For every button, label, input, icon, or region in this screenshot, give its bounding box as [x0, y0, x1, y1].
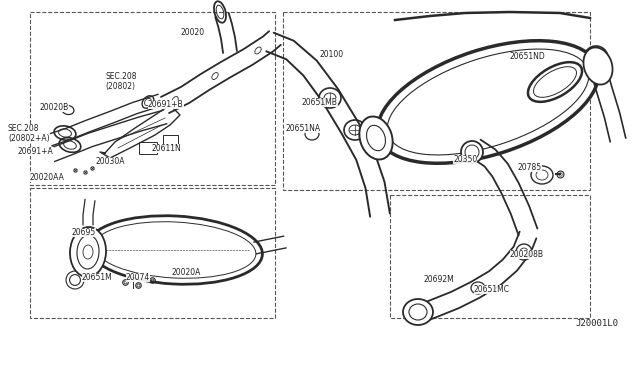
Text: 20691+B: 20691+B	[148, 100, 184, 109]
Text: 20692M: 20692M	[424, 275, 455, 284]
Text: 20651MC: 20651MC	[474, 285, 510, 294]
Text: 20020B: 20020B	[40, 103, 69, 112]
Text: 20651NA: 20651NA	[285, 124, 320, 133]
Text: 20020A: 20020A	[172, 268, 202, 277]
Text: 20695: 20695	[72, 228, 96, 237]
Text: J20001L0: J20001L0	[575, 319, 618, 328]
Text: SEC.208
(20802+A): SEC.208 (20802+A)	[8, 124, 50, 143]
Text: 20651ND: 20651ND	[510, 52, 546, 61]
Ellipse shape	[584, 47, 612, 84]
Ellipse shape	[461, 141, 483, 163]
Text: 20030A: 20030A	[96, 157, 125, 166]
Text: 20651M: 20651M	[82, 273, 113, 282]
Ellipse shape	[403, 299, 433, 325]
Ellipse shape	[471, 282, 485, 294]
Ellipse shape	[70, 227, 106, 277]
Text: 20074: 20074	[126, 273, 150, 282]
Ellipse shape	[378, 41, 598, 163]
Ellipse shape	[359, 116, 393, 160]
Text: 20100: 20100	[320, 50, 344, 59]
Polygon shape	[100, 105, 180, 158]
Ellipse shape	[584, 46, 608, 70]
Bar	[30, 12, 275, 185]
Bar	[30, 188, 275, 318]
Text: 20785: 20785	[518, 163, 542, 172]
Ellipse shape	[531, 166, 553, 184]
Text: 20611N: 20611N	[152, 144, 182, 153]
Bar	[139, 142, 157, 154]
Text: 20020: 20020	[181, 28, 205, 37]
Text: 20651MB: 20651MB	[302, 98, 338, 107]
Text: 20350: 20350	[453, 155, 477, 164]
Bar	[163, 135, 177, 145]
Ellipse shape	[528, 62, 582, 102]
Bar	[390, 195, 590, 318]
Bar	[283, 12, 590, 190]
Text: 20020AA: 20020AA	[30, 173, 65, 182]
Text: 200208B: 200208B	[510, 250, 544, 259]
Text: 20691+A: 20691+A	[18, 147, 54, 156]
Ellipse shape	[516, 244, 532, 260]
Ellipse shape	[88, 216, 262, 284]
Text: SEC.208
(20802): SEC.208 (20802)	[105, 72, 136, 92]
